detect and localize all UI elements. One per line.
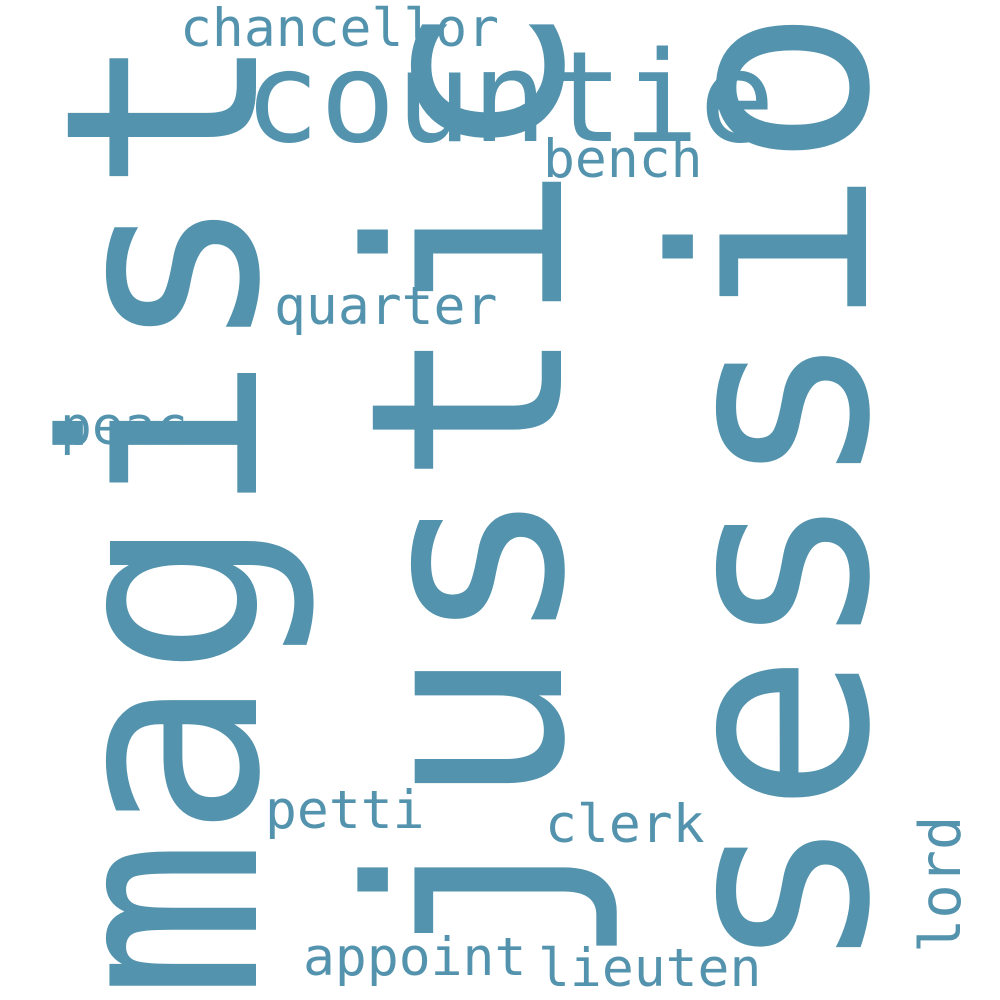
word-clerk: clerk	[545, 794, 705, 855]
word-peac: peac	[60, 396, 188, 457]
word-petti: petti	[265, 780, 425, 841]
word-quarter: quarter	[274, 276, 498, 337]
word-bench: bench	[543, 129, 703, 190]
word-lieuten: lieuten	[538, 938, 762, 999]
word-countie: countie	[244, 24, 776, 171]
word-chancellor: chancellor	[180, 0, 500, 59]
word-appoint: appoint	[303, 927, 527, 988]
word-lord: lord	[908, 815, 974, 953]
